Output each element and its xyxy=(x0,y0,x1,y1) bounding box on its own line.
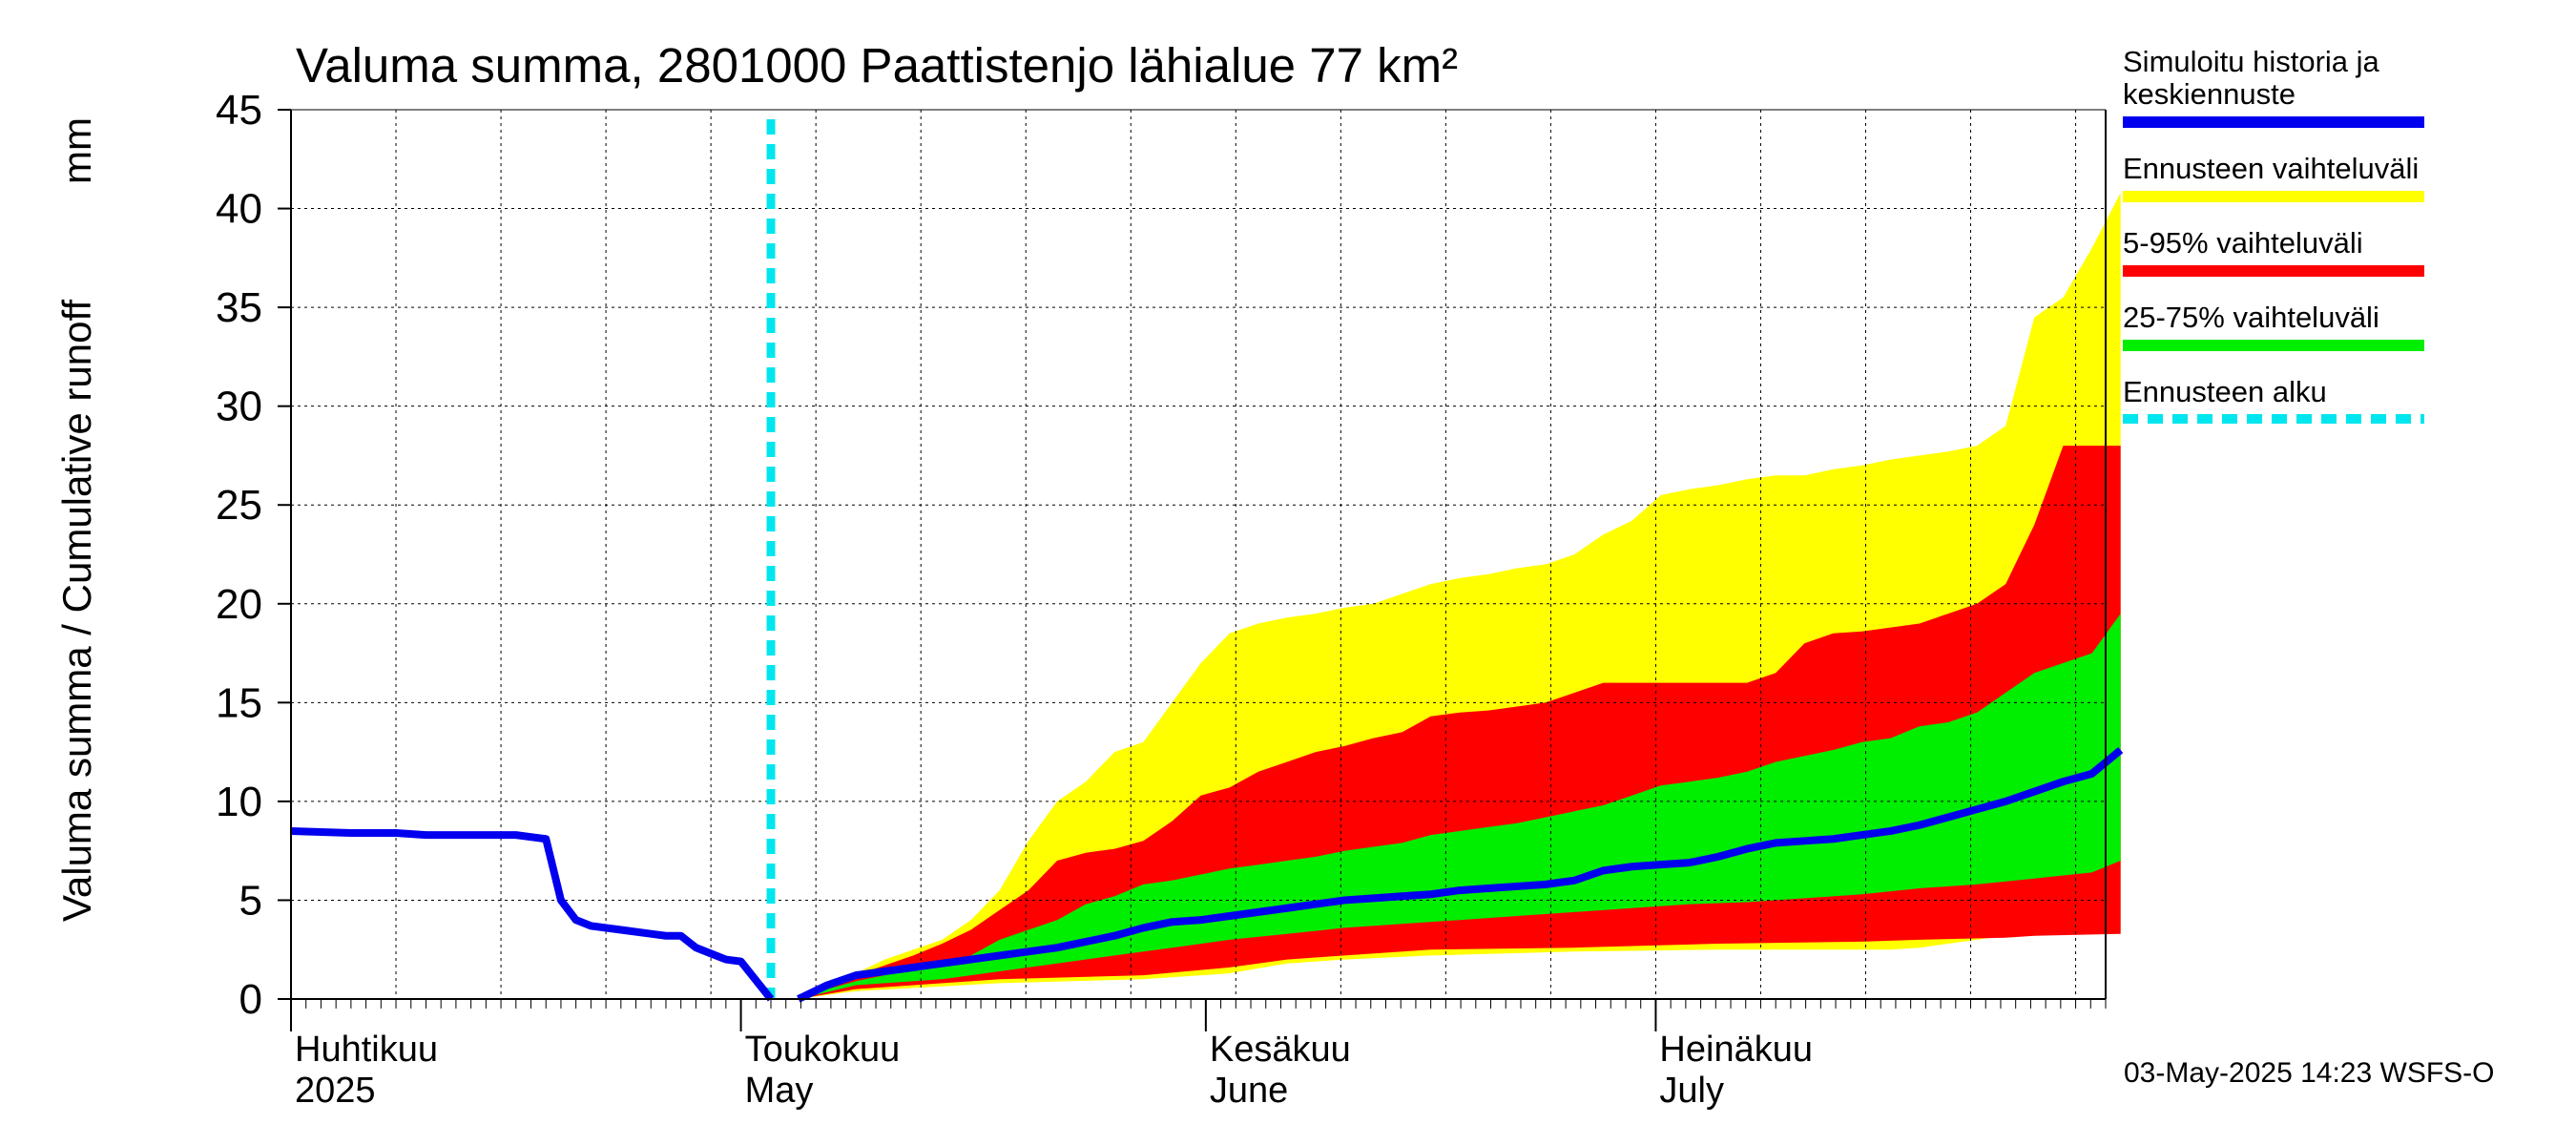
legend-label: 25-75% vaihteluväli xyxy=(2123,301,2379,334)
history-line xyxy=(290,826,775,1002)
legend-entry: Ennusteen vaihteluväli xyxy=(2123,153,2447,202)
legend-label: Simuloitu historia ja keskiennuste xyxy=(2123,45,2379,111)
timestamp-footer: 03-May-2025 14:23 WSFS-O xyxy=(2124,1057,2495,1089)
legend-label: Ennusteen alku xyxy=(2123,375,2327,408)
x-month-label-fi: Kesäkuu xyxy=(1210,1030,1351,1070)
y-tick-label: 0 xyxy=(239,976,262,1023)
y-tick-label: 45 xyxy=(216,87,262,134)
legend-entry: 5-95% vaihteluväli xyxy=(2123,227,2447,277)
y-tick-label: 35 xyxy=(216,284,262,331)
x-month-label-en: June xyxy=(1210,1071,1288,1111)
x-month-label-fi: Heinäkuu xyxy=(1659,1030,1813,1070)
legend-swatch xyxy=(2123,340,2424,351)
legend-entry: 25-75% vaihteluväli xyxy=(2123,302,2447,351)
x-month-label-en: July xyxy=(1659,1071,1724,1111)
legend-swatch xyxy=(2123,116,2424,128)
legend-entry: Ennusteen alku xyxy=(2123,376,2447,424)
x-month-label-en: 2025 xyxy=(295,1071,376,1111)
grid xyxy=(290,109,2106,999)
x-month-label-en: May xyxy=(745,1071,814,1111)
legend: Simuloitu historia ja keskiennuste Ennust… xyxy=(2123,46,2447,448)
legend-swatch xyxy=(2123,265,2424,277)
legend-label: Ennusteen vaihteluväli xyxy=(2123,152,2420,185)
legend-swatch xyxy=(2123,191,2424,202)
y-tick-label: 30 xyxy=(216,384,262,430)
legend-swatch xyxy=(2123,414,2424,424)
y-tick-label: 25 xyxy=(216,482,262,529)
plot-area: 051015202530354045Huhtikuu2025ToukokuuMa… xyxy=(216,87,2124,1111)
legend-entry: Simuloitu historia ja keskiennuste xyxy=(2123,46,2447,128)
y-tick-label: 15 xyxy=(216,679,262,726)
y-tick-label: 20 xyxy=(216,581,262,628)
band-p25-75 xyxy=(798,614,2121,999)
y-axis-unit-label: mm xyxy=(54,117,99,184)
median-forecast-line xyxy=(797,746,2124,1003)
legend-label: 5-95% vaihteluväli xyxy=(2123,226,2363,260)
x-month-label-fi: Toukokuu xyxy=(745,1030,901,1070)
x-month-label-fi: Huhtikuu xyxy=(295,1030,438,1070)
y-axis-label: Valuma summa / Cumulative runoff xyxy=(54,300,99,922)
y-tick-label: 5 xyxy=(239,877,262,924)
chart-title: Valuma summa, 2801000 Paattistenjo lähia… xyxy=(296,38,1458,93)
y-tick-label: 10 xyxy=(216,779,262,825)
y-tick-label: 40 xyxy=(216,186,262,233)
